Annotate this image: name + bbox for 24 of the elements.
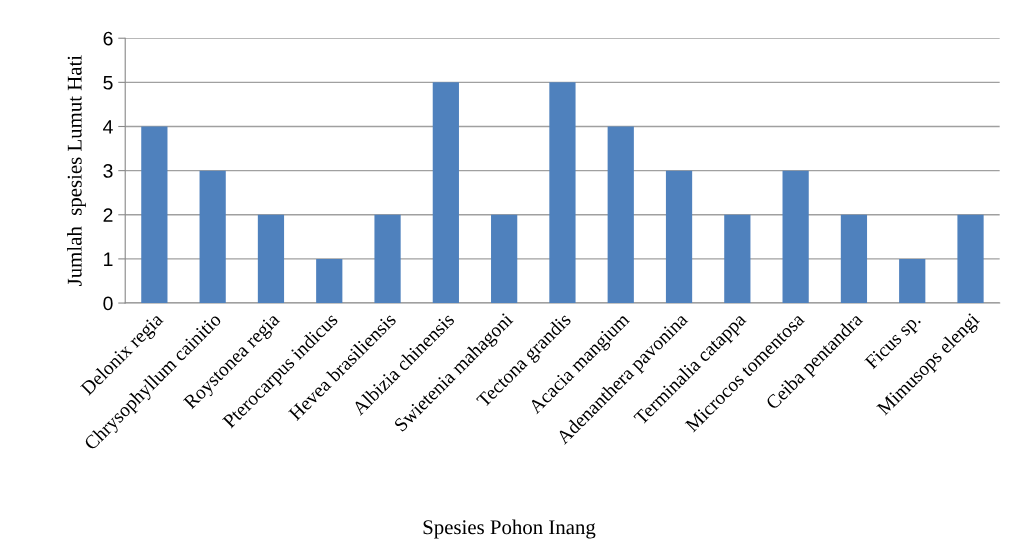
- bar: [316, 258, 343, 304]
- x-axis-title: Spesies Pohon Inang: [423, 519, 596, 539]
- bar: [549, 82, 576, 304]
- y-tick-label: 3: [103, 164, 113, 178]
- bar: [957, 214, 984, 304]
- bar: [374, 214, 401, 304]
- y-tick-label: 2: [103, 208, 113, 222]
- bar: [665, 170, 693, 304]
- bar: [607, 126, 634, 304]
- bar: [199, 170, 226, 304]
- y-tick-label: 0: [103, 296, 113, 311]
- y-axis-title: Jumlah spesies Lumut Hati: [67, 55, 86, 286]
- y-tick-label: 5: [103, 76, 113, 90]
- bar: [432, 82, 459, 304]
- bar: [724, 214, 751, 304]
- bar: [491, 214, 518, 304]
- y-tick-label: 6: [103, 31, 113, 46]
- y-tick-label: 1: [104, 252, 113, 266]
- bar: [840, 214, 868, 304]
- bar: [782, 170, 809, 304]
- bar: [899, 258, 926, 304]
- bar: [141, 126, 168, 304]
- y-tick-label: 4: [103, 120, 113, 134]
- bar: [257, 214, 285, 304]
